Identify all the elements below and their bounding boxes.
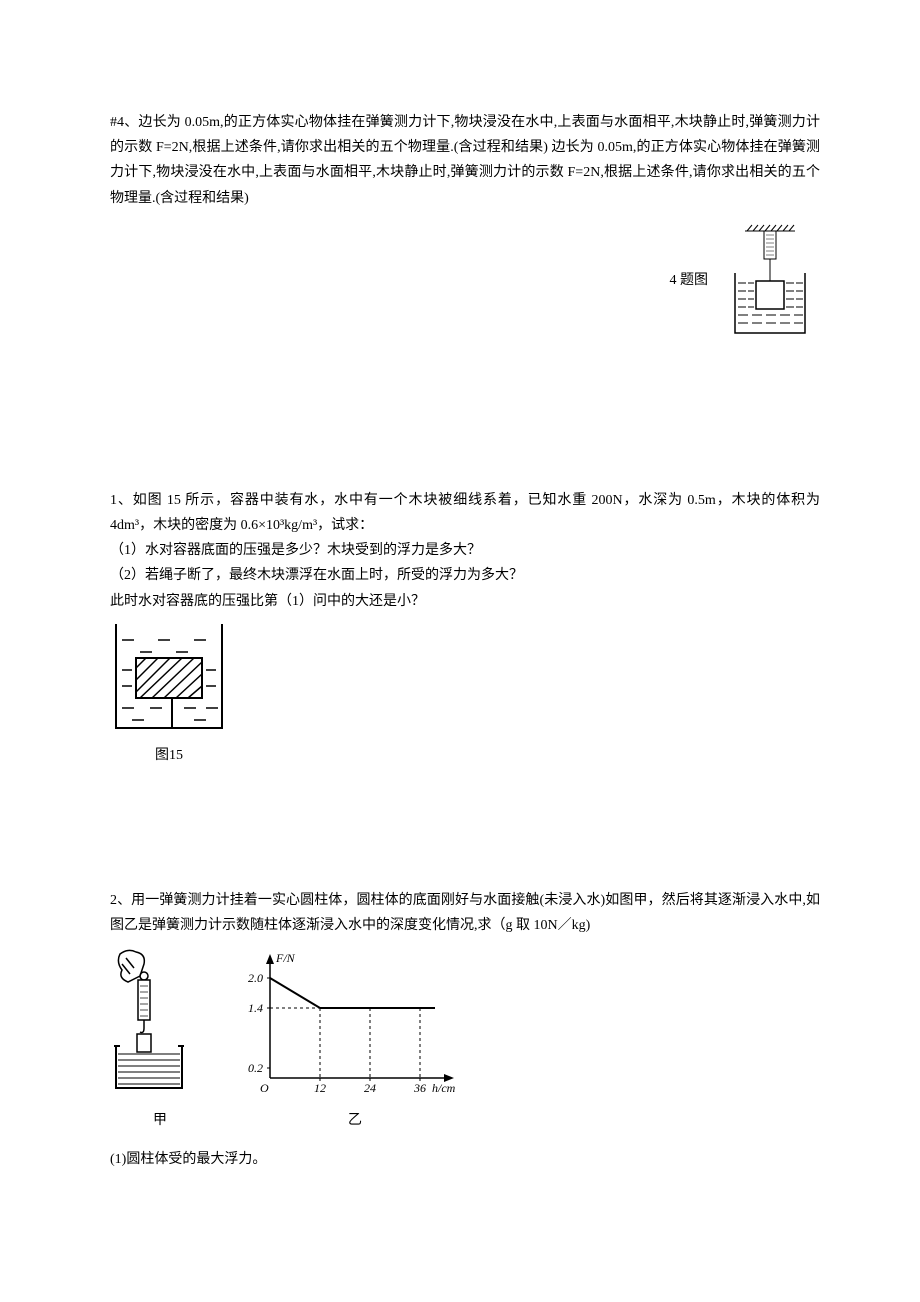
problem-1: 1、如图 15 所示，容器中装有水，水中有一个木块被细线系着，已知水重 200N…: [110, 488, 820, 768]
problem-4-text: #4、边长为 0.05m,的正方体实心物体挂在弹簧测力计下,物块浸没在水中,上表…: [110, 110, 820, 211]
svg-text:24: 24: [364, 1081, 376, 1095]
svg-text:h/cm: h/cm: [432, 1081, 456, 1095]
problem-1-line4: 此时水对容器底的压强比第（1）问中的大还是小？: [110, 589, 820, 614]
problem-1-line2: （1）水对容器底面的压强是多少？木块受到的浮力是多大？: [110, 538, 820, 563]
problem-2-text: 2、用一弹簧测力计挂着一实心圆柱体，圆柱体的底面刚好与水面接触(未浸入水)如图甲…: [110, 888, 820, 938]
figure-15-container: 图15: [110, 622, 820, 768]
problem-2: 2、用一弹簧测力计挂着一实心圆柱体，圆柱体的底面刚好与水面接触(未浸入水)如图甲…: [110, 888, 820, 1172]
figure-jia-svg: [110, 948, 210, 1098]
figure-jia-label: 甲: [110, 1108, 210, 1133]
problem-1-line3: （2）若绳子断了，最终木块漂浮在水面上时，所受的浮力为多大？: [110, 563, 820, 588]
svg-text:2.0: 2.0: [248, 971, 263, 985]
problem-4: #4、边长为 0.05m,的正方体实心物体挂在弹簧测力计下,物块浸没在水中,上表…: [110, 110, 820, 338]
problem-2-figures: 甲 2.0 1.4 0.2: [110, 948, 820, 1132]
svg-text:O: O: [260, 1081, 269, 1095]
figure-15-svg: [110, 622, 228, 732]
figure-yi: 2.0 1.4 0.2 12 24 36 F/N h/cm O: [240, 948, 470, 1132]
figure-15-label: 图15: [110, 743, 228, 768]
problem-1-line1: 1、如图 15 所示，容器中装有水，水中有一个木块被细线系着，已知水重 200N…: [110, 488, 820, 538]
problem-2-sub1: (1)圆柱体受的最大浮力。: [110, 1147, 820, 1172]
figure-4-svg: [720, 223, 820, 338]
svg-text:F/N: F/N: [275, 951, 296, 965]
figure-yi-svg: 2.0 1.4 0.2 12 24 36 F/N h/cm O: [240, 948, 470, 1098]
problem-4-figure-label: 4 题图: [670, 268, 709, 293]
svg-text:12: 12: [314, 1081, 326, 1095]
figure-yi-label: 乙: [240, 1108, 470, 1133]
figure-jia: 甲: [110, 948, 210, 1132]
svg-text:36: 36: [413, 1081, 426, 1095]
svg-text:0.2: 0.2: [248, 1061, 263, 1075]
svg-text:1.4: 1.4: [248, 1001, 263, 1015]
problem-4-figure-row: 4 题图: [110, 223, 820, 338]
